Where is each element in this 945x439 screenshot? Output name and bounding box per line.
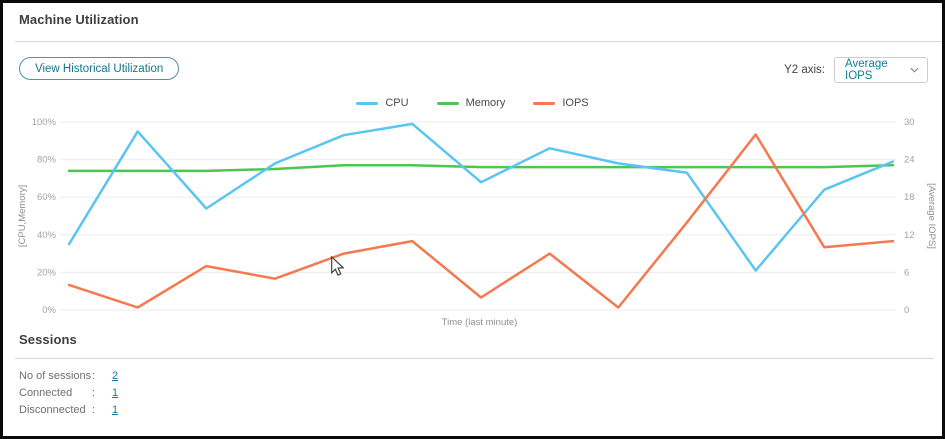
row-label: Connected — [19, 386, 73, 399]
sessions-table: No of sessions : 2 Connected : 1 Disconn… — [19, 367, 118, 418]
y2-axis-control: Y2 axis: Average IOPS — [784, 57, 928, 83]
cpu-line-swatch — [356, 101, 379, 105]
sessions-row-connected: Connected : 1 — [19, 384, 118, 401]
sessions-row-total: No of sessions : 2 — [19, 367, 118, 384]
iops-line-series — [67, 133, 895, 309]
iops-line-swatch — [533, 101, 556, 105]
sessions-title: Sessions — [19, 332, 77, 347]
row-separator: : — [92, 386, 96, 399]
y-left-tick: 80% — [37, 155, 57, 166]
y-left-tick: 20% — [37, 267, 57, 278]
mouse-cursor — [331, 256, 344, 276]
legend-label-memory: Memory — [465, 97, 506, 109]
y-right-tick: 0 — [904, 305, 909, 316]
y2-axis-dropdown[interactable]: Average IOPS — [834, 57, 928, 83]
sessions-row-disconnected: Disconnected : 1 — [19, 401, 118, 418]
legend-label-iops: IOPS — [562, 97, 589, 109]
y2-axis-selected-value: Average IOPS — [845, 58, 888, 82]
view-historical-utilization-button[interactable]: View Historical Utilization — [19, 57, 180, 80]
legend-item-cpu: CPU — [356, 97, 409, 109]
connected-sessions-link[interactable]: 1 — [112, 386, 119, 399]
memory-line-series — [67, 163, 895, 173]
disconnected-sessions-link[interactable]: 1 — [112, 403, 119, 416]
y-left-axis-title: [CPU,Memory] — [17, 185, 28, 247]
row-separator: : — [92, 369, 96, 382]
legend-item-iops: IOPS — [533, 97, 589, 109]
memory-line-swatch — [436, 101, 459, 105]
x-axis-title: Time (last minute) — [442, 317, 518, 328]
page-title: Machine Utilization — [19, 12, 139, 27]
cpu-line-series — [67, 122, 895, 272]
y-right-tick: 6 — [904, 267, 909, 278]
chevron-down-icon — [910, 67, 919, 73]
row-separator: : — [92, 403, 96, 416]
header-divider — [15, 41, 942, 42]
y-right-tick: 30 — [904, 117, 915, 128]
y-left-tick: 0% — [42, 305, 56, 316]
y-left-tick: 40% — [37, 230, 57, 241]
chart-legend: CPU Memory IOPS — [3, 97, 942, 109]
legend-label-cpu: CPU — [385, 97, 409, 109]
no-of-sessions-link[interactable]: 2 — [112, 369, 119, 382]
row-label: Disconnected — [19, 403, 86, 416]
y2-axis-label: Y2 axis: — [784, 64, 825, 76]
y-right-axis-title: [Average IOPS] — [926, 183, 937, 249]
legend-item-memory: Memory — [436, 97, 506, 109]
y-left-tick: 60% — [37, 192, 57, 203]
y-right-tick: 12 — [904, 230, 915, 241]
y-right-tick: 24 — [904, 155, 915, 166]
y-right-tick: 18 — [904, 192, 915, 203]
sessions-divider — [15, 358, 934, 359]
row-label: No of sessions — [19, 369, 92, 382]
y-left-tick: 100% — [32, 117, 57, 128]
